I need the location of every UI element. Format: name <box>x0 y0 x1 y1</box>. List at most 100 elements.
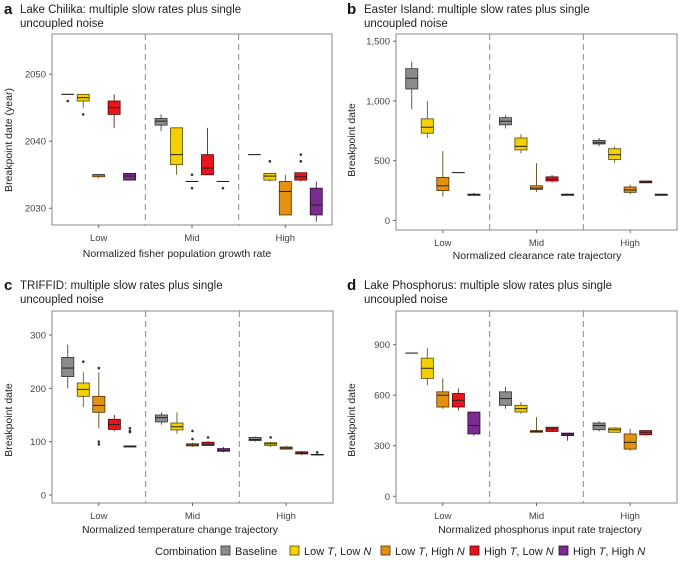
plot-area: 2030 2040 2050 Low Mid High <box>25 33 333 244</box>
panel-title-line2: uncoupled noise <box>364 294 448 306</box>
x-axis-label: Normalized fisher population growth rate <box>83 248 272 260</box>
panel-c: c TRIFFID: multiple slow rates plus sing… <box>3 277 334 536</box>
box <box>436 391 450 408</box>
y-axis-label: Breakpoint date <box>3 383 15 457</box>
outlier-point <box>191 429 194 433</box>
legend-swatch <box>380 545 391 556</box>
panel-title-line2: uncoupled noise <box>364 18 448 30</box>
outlier-point <box>66 99 70 103</box>
panel-d: d Lake Phosphorus: multiple slow rates p… <box>346 277 678 536</box>
outlier-point <box>315 451 319 454</box>
y-tick-label: 2040 <box>25 137 46 148</box>
legend-entry: Low T, High N <box>380 545 465 558</box>
box <box>201 154 214 176</box>
x-axis-label: Normalized clearance rate trajectory <box>453 250 622 262</box>
panel-title-line1: Lake Chilika: multiple slow rates plus s… <box>20 4 241 16</box>
box <box>608 148 622 160</box>
outlier-point <box>97 366 101 370</box>
legend-swatch <box>469 545 480 556</box>
legend-label: Low T, High N <box>395 546 465 558</box>
x-tick-label: Mid <box>185 511 200 522</box>
y-tick-label: 900 <box>374 340 390 351</box>
outlier-point <box>82 360 85 363</box>
panel-letter: d <box>347 277 356 294</box>
panel-title-line2: uncoupled noise <box>20 18 104 30</box>
y-tick-label: 300 <box>30 331 46 342</box>
box <box>61 356 75 377</box>
legend-entry: Low T, Low N <box>289 545 371 558</box>
box <box>592 139 606 145</box>
legend-entry: High T, High N <box>558 545 645 558</box>
legend: Combination Baseline Low T, Low N Low T,… <box>155 545 645 558</box>
legend-title: Combination <box>155 546 217 558</box>
y-tick-label: 1,500 <box>366 37 390 48</box>
y-tick-label: 0 <box>385 216 390 227</box>
box <box>405 68 419 90</box>
panel-title-line1: TRIFFID: multiple slow rates plus single <box>20 280 223 292</box>
legend-label: Baseline <box>235 546 277 558</box>
x-tick-label: High <box>276 511 296 522</box>
box <box>467 411 481 435</box>
legend-swatch <box>558 545 569 556</box>
panel-title-line1: Lake Phosphorus: multiple slow rates plu… <box>364 280 612 292</box>
x-tick-label: Mid <box>184 233 199 244</box>
box <box>278 181 292 216</box>
x-tick-label: High <box>620 238 640 249</box>
x-tick-label: Mid <box>529 511 544 522</box>
panel-letter: c <box>4 277 12 294</box>
box <box>123 172 137 181</box>
y-tick-label: 1,000 <box>366 96 390 107</box>
box <box>154 414 168 423</box>
outlier-point <box>299 160 303 163</box>
panel-a: a Lake Chilika: multiple slow rates plus… <box>3 1 333 260</box>
panel-letter: a <box>4 1 13 18</box>
outlier-point <box>97 440 101 443</box>
box <box>530 185 543 190</box>
outlier-point <box>269 436 272 439</box>
legend-entry: High T, Low N <box>469 545 554 558</box>
outlier-point <box>97 443 101 446</box>
legend-label: High T, Low N <box>484 546 554 558</box>
box <box>436 177 450 191</box>
y-tick-label: 300 <box>374 441 390 452</box>
box <box>263 172 277 181</box>
legend-entry: Baseline <box>220 545 277 558</box>
x-tick-label: High <box>276 233 296 244</box>
box <box>592 422 606 431</box>
box <box>154 118 168 126</box>
box <box>309 187 323 216</box>
box <box>623 433 637 450</box>
panel-title-line2: uncoupled noise <box>20 294 104 306</box>
outlier-point <box>299 153 303 156</box>
panel-letter: b <box>347 1 356 18</box>
outlier-point <box>191 437 194 441</box>
legend-label: Low T, Low N <box>304 546 371 558</box>
panel-title-line1: Easter Island: multiple slow rates plus … <box>364 4 590 16</box>
plot-area: 0 300 600 900 Low Mid High <box>374 310 678 522</box>
legend-swatch <box>289 545 300 556</box>
outlier-point <box>81 113 85 116</box>
box <box>514 137 528 151</box>
outlier-point <box>268 160 272 163</box>
x-tick-label: Low <box>434 511 452 522</box>
y-tick-label: 500 <box>374 156 390 167</box>
y-axis-label: Breakpoint date <box>346 383 358 457</box>
outlier-point <box>128 430 132 434</box>
outlier-point <box>190 173 194 177</box>
outlier-point <box>206 436 210 439</box>
box <box>92 395 106 413</box>
plot-area: 0 500 1,000 1,500 Low Mid High <box>366 33 678 249</box>
y-tick-label: 0 <box>385 492 390 503</box>
box <box>248 436 262 441</box>
box <box>201 441 215 446</box>
x-axis-label: Normalized temperature change trajectory <box>82 524 279 536</box>
box <box>170 127 183 166</box>
legend-label: High T, High N <box>573 546 645 558</box>
x-tick-label: Mid <box>529 238 544 249</box>
y-tick-label: 2030 <box>25 204 46 215</box>
legend-swatch <box>220 545 231 556</box>
y-tick-label: 2050 <box>25 70 46 81</box>
outlier-point <box>128 427 132 430</box>
x-axis-label: Normalized phosphorus input rate traject… <box>438 524 642 536</box>
